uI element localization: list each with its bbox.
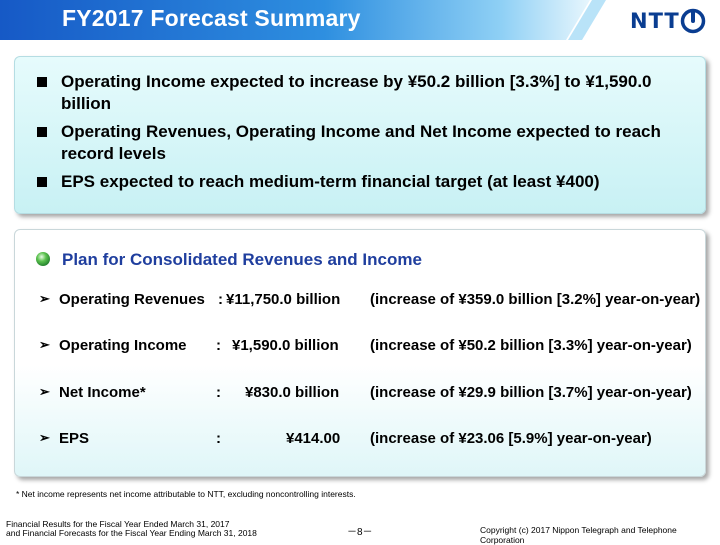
row-colon: : <box>216 337 221 354</box>
row-label: Operating Revenues <box>59 291 205 308</box>
row-colon: : <box>216 384 221 401</box>
row-change: (increase of ¥359.0 billion [3.2%] year-… <box>370 291 701 308</box>
footnote: * Net income represents net income attri… <box>16 489 356 499</box>
summary-item: Operating Revenues, Operating Income and… <box>33 121 693 165</box>
green-sphere-icon <box>36 252 50 266</box>
row-colon: : <box>216 430 221 447</box>
row-value: ¥11,750.0 billion <box>226 291 341 308</box>
row-value: ¥414.00 <box>286 430 341 447</box>
arrowhead-icon: ➢ <box>39 430 50 445</box>
copyright: Copyright (c) 2017 Nippon Telegraph and … <box>480 525 677 545</box>
row-change: (increase of ¥29.9 billion [3.7%] year-o… <box>370 384 692 401</box>
ntt-logo: NTT <box>630 8 710 36</box>
row-change: (increase of ¥23.06 [5.9%] year-on-year) <box>370 430 652 447</box>
page-title: FY2017 Forecast Summary <box>62 5 361 31</box>
page-number: －8－ <box>347 527 373 538</box>
square-bullet-icon <box>37 77 47 87</box>
summary-text: Operating Income expected to increase by… <box>61 72 652 113</box>
row-change: (increase of ¥50.2 billion [3.3%] year-o… <box>370 337 692 354</box>
plan-title: Plan for Consolidated Revenues and Incom… <box>62 250 422 269</box>
footer-line: and Financial Forecasts for the Fiscal Y… <box>6 528 257 538</box>
row-label: EPS <box>59 430 90 447</box>
row-value: ¥830.0 billion <box>245 384 340 401</box>
summary-text: EPS expected to reach medium-term financ… <box>61 172 600 191</box>
title-bar-background <box>0 0 606 40</box>
title-bar: FY2017 Forecast Summary <box>0 0 610 40</box>
summary-text: Operating Revenues, Operating Income and… <box>61 122 661 163</box>
logo-text: NTT <box>630 9 680 33</box>
plan-box: Plan for Consolidated Revenues and Incom… <box>14 229 706 477</box>
summary-box: Operating Income expected to increase by… <box>14 56 706 214</box>
row-label: Net Income* <box>59 384 146 401</box>
row-value: ¥1,590.0 billion <box>232 337 339 354</box>
summary-list: Operating Income expected to increase by… <box>33 71 693 199</box>
row-colon: : <box>218 291 223 308</box>
square-bullet-icon <box>37 177 47 187</box>
summary-item: Operating Income expected to increase by… <box>33 71 693 115</box>
arrowhead-icon: ➢ <box>39 384 50 399</box>
footer-line: Financial Results for the Fiscal Year En… <box>6 519 230 529</box>
row-label: Operating Income <box>59 337 187 354</box>
ntt-logo-icon <box>680 8 706 34</box>
arrowhead-icon: ➢ <box>39 337 50 352</box>
footer-document-title: Financial Results for the Fiscal Year En… <box>6 520 257 538</box>
arrowhead-icon: ➢ <box>39 291 50 306</box>
square-bullet-icon <box>37 127 47 137</box>
summary-item: EPS expected to reach medium-term financ… <box>33 171 693 193</box>
